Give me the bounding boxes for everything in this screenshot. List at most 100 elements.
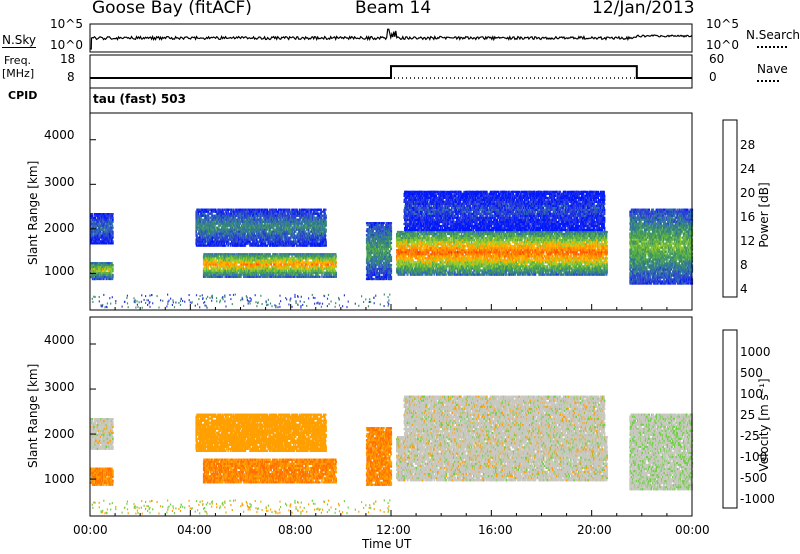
power-cell xyxy=(95,219,97,221)
power-cell xyxy=(238,259,240,261)
velocity-cell xyxy=(217,469,219,471)
power-cell xyxy=(251,272,253,274)
power-cell xyxy=(96,229,98,231)
power-cell xyxy=(104,238,106,240)
velocity-cell xyxy=(111,468,113,470)
power-cell xyxy=(245,266,247,268)
power-cell xyxy=(108,217,110,219)
velocity-cell xyxy=(228,461,230,463)
velocity-cell xyxy=(100,436,102,438)
power-cell xyxy=(276,263,278,265)
velocity-cell xyxy=(213,475,215,477)
power-cell xyxy=(228,253,230,255)
power-cell xyxy=(207,268,209,270)
power-cell xyxy=(95,217,97,219)
power-cell xyxy=(258,274,260,276)
power-cell xyxy=(213,270,215,272)
power-cell xyxy=(231,261,233,263)
velocity-cell xyxy=(97,484,99,486)
velocity-cell xyxy=(224,463,226,465)
power-cell xyxy=(241,255,243,257)
velocity-cell xyxy=(223,465,225,467)
velocity-cell xyxy=(259,481,261,483)
power-cell xyxy=(214,257,216,259)
velocity-cell xyxy=(267,481,269,483)
power-cell xyxy=(262,257,264,259)
velocity-cell xyxy=(251,463,253,465)
velocity-cell xyxy=(269,469,271,471)
velocity-cell xyxy=(98,446,100,448)
power-cell xyxy=(93,266,95,268)
power-cell xyxy=(112,240,114,242)
power-cell xyxy=(92,215,94,217)
power-cell xyxy=(238,255,240,257)
power-cell xyxy=(288,266,290,268)
velocity-cell xyxy=(238,461,240,463)
power-cell xyxy=(111,223,113,225)
velocity-cell xyxy=(220,479,222,481)
power-cell xyxy=(286,272,288,274)
power-cell xyxy=(249,266,251,268)
velocity-cell xyxy=(91,446,93,448)
velocity-cell xyxy=(210,475,212,477)
velocity-cell xyxy=(225,473,227,475)
velocity-cell xyxy=(235,471,237,473)
power-cell xyxy=(229,276,231,278)
power-cell xyxy=(260,270,262,272)
velocity-cell xyxy=(245,471,247,473)
velocity-cell xyxy=(260,475,262,477)
power-cell xyxy=(271,276,273,278)
power-cell xyxy=(91,213,93,215)
power-cell xyxy=(275,274,277,276)
velocity-cell xyxy=(217,479,219,481)
power-cell xyxy=(99,217,101,219)
velocity-cell xyxy=(288,471,290,473)
power-cell xyxy=(216,259,218,261)
power-cell xyxy=(111,229,113,231)
power-cell xyxy=(98,240,100,242)
velocity-cell xyxy=(112,480,114,482)
power-cell xyxy=(225,270,227,272)
velocity-cell xyxy=(215,471,217,473)
power-cell xyxy=(241,274,243,276)
velocity-cell xyxy=(217,463,219,465)
velocity-cell xyxy=(286,475,288,477)
power-cell xyxy=(96,213,98,215)
power-cell xyxy=(91,235,93,237)
velocity-cell xyxy=(103,446,105,448)
power-cell xyxy=(267,272,269,274)
velocity-cell xyxy=(284,481,286,483)
velocity-cell xyxy=(228,469,230,471)
power-cell xyxy=(108,219,110,221)
velocity-cell xyxy=(282,477,284,479)
velocity-cell xyxy=(222,481,224,483)
velocity-cell xyxy=(221,461,223,463)
power-cell xyxy=(204,266,206,268)
velocity-cell xyxy=(263,463,265,465)
power-cell xyxy=(232,272,234,274)
power-cell xyxy=(220,274,222,276)
velocity-cell xyxy=(212,471,214,473)
velocity-cell xyxy=(222,459,224,461)
velocity-cell xyxy=(110,424,112,426)
velocity-cell xyxy=(238,465,240,467)
power-cell xyxy=(275,257,277,259)
velocity-cell xyxy=(243,471,245,473)
power-cell xyxy=(277,268,279,270)
velocity-cell xyxy=(276,469,278,471)
power-cell xyxy=(210,266,212,268)
power-cell xyxy=(250,270,252,272)
velocity-cell xyxy=(280,481,282,483)
velocity-cell xyxy=(100,484,102,486)
velocity-cell xyxy=(256,479,258,481)
power-cell xyxy=(236,270,238,272)
power-cell xyxy=(112,270,114,272)
power-cell xyxy=(237,272,239,274)
velocity-cell xyxy=(203,473,205,475)
velocity-cell xyxy=(99,422,101,424)
power-cell xyxy=(248,257,250,259)
power-cell xyxy=(112,219,114,221)
velocity-cell xyxy=(98,426,100,428)
power-cell xyxy=(262,253,264,255)
power-cell xyxy=(112,266,114,268)
